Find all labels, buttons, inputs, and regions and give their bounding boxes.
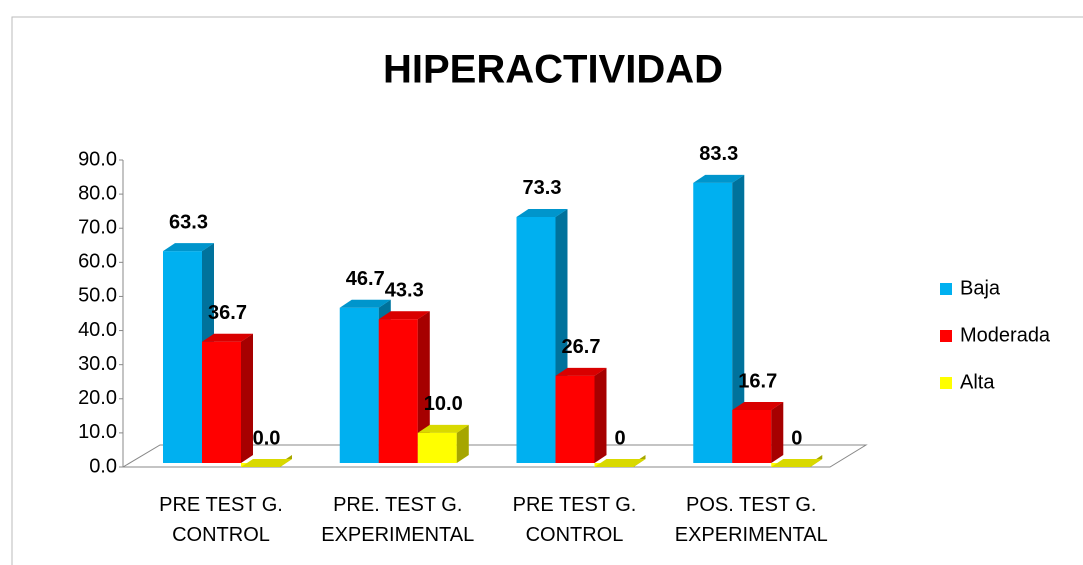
legend-label: Baja xyxy=(960,277,1001,299)
y-tick-label: 80.0 xyxy=(78,182,117,204)
bar-top-shade xyxy=(202,333,253,342)
bar-top xyxy=(378,311,430,320)
chart-title: HIPERACTIVIDAD xyxy=(383,48,723,92)
data-label: 0.0 xyxy=(253,427,281,449)
bar-top-shade xyxy=(417,424,469,433)
bar-top xyxy=(771,459,823,467)
x-tick-label: PRE TEST G. CONTROL xyxy=(512,494,637,546)
bar-top-shade xyxy=(339,299,391,308)
legend-swatch xyxy=(940,283,952,295)
bar xyxy=(378,311,430,463)
bar-front xyxy=(417,432,457,463)
bar-side xyxy=(771,402,784,463)
bar-front xyxy=(339,307,379,463)
bar xyxy=(202,333,253,463)
bar xyxy=(417,424,469,463)
bar-top xyxy=(163,243,214,252)
bar-front xyxy=(693,182,733,464)
y-tick-label: 30.0 xyxy=(78,353,117,375)
y-tick-label: 0.0 xyxy=(89,455,117,477)
y-tick-label: 20.0 xyxy=(78,387,117,409)
bar-front xyxy=(378,319,418,463)
data-label: 83.3 xyxy=(699,143,738,165)
bar-top-shade xyxy=(693,174,745,183)
bar xyxy=(241,455,292,467)
bar-top xyxy=(555,367,607,376)
bar-top xyxy=(202,333,253,342)
y-tick-label: 70.0 xyxy=(78,217,117,239)
bar-top-shade xyxy=(732,402,784,411)
data-label: 36.7 xyxy=(208,302,247,324)
data-label: 10.0 xyxy=(424,393,463,415)
bar-front xyxy=(732,410,772,463)
data-label: 0 xyxy=(791,427,802,449)
data-label: 46.7 xyxy=(346,268,385,290)
bar-top xyxy=(241,459,292,467)
bar-top xyxy=(417,424,469,433)
x-tick-label: POS. TEST G. EXPERIMENTAL xyxy=(674,494,828,546)
bar-top xyxy=(339,299,391,308)
data-label: 16.7 xyxy=(738,370,777,392)
data-label: 63.3 xyxy=(169,211,208,233)
bar-side xyxy=(594,367,607,463)
bar-top-shade xyxy=(241,459,292,467)
y-tick-label: 50.0 xyxy=(78,285,117,307)
bar-front xyxy=(516,216,556,463)
bar-side xyxy=(417,311,430,463)
bar-side-shade xyxy=(241,333,253,463)
y-tick-label: 10.0 xyxy=(78,421,117,443)
bar-top xyxy=(732,402,784,411)
bar-side-shade xyxy=(732,174,745,464)
legend-swatch xyxy=(940,377,952,389)
data-label: 26.7 xyxy=(562,336,601,358)
bar-front xyxy=(555,375,595,463)
y-tick-label: 40.0 xyxy=(78,319,117,341)
bar-front xyxy=(202,341,241,463)
bar-top-shade xyxy=(163,243,214,252)
legend-swatch xyxy=(940,330,952,342)
bar-side-shade xyxy=(594,367,607,463)
y-tick-label: 60.0 xyxy=(78,251,117,273)
bar xyxy=(594,455,646,467)
legend-label: Alta xyxy=(960,371,995,393)
bar-front xyxy=(163,251,202,463)
bar-top xyxy=(594,459,646,467)
bar-top-shade xyxy=(555,367,607,376)
x-tick-label: PRE. TEST G. EXPERIMENTAL xyxy=(321,494,475,546)
bar-side-shade xyxy=(456,424,469,463)
bar-side-shade xyxy=(771,402,784,463)
data-label: 0 xyxy=(614,427,625,449)
data-label: 43.3 xyxy=(385,280,424,302)
bar-top-shade xyxy=(516,208,568,217)
legend-label: Moderada xyxy=(960,324,1051,346)
bar-top-shade xyxy=(594,459,646,467)
bar xyxy=(693,174,745,464)
bar-side xyxy=(732,174,745,464)
bar-top-shade xyxy=(771,459,823,467)
bar-top xyxy=(693,174,745,183)
y-tick-label: 90.0 xyxy=(78,148,117,170)
bar-side xyxy=(456,424,469,463)
data-label: 73.3 xyxy=(523,177,562,199)
bar-top-shade xyxy=(378,311,430,320)
bar-side-shade xyxy=(417,311,430,463)
floor xyxy=(121,444,868,468)
bar xyxy=(732,402,784,463)
bar-top xyxy=(516,208,568,217)
bar xyxy=(555,367,607,463)
bar xyxy=(771,455,823,467)
bar-side xyxy=(241,333,253,463)
x-tick-label: PRE TEST G. CONTROL xyxy=(159,494,283,546)
